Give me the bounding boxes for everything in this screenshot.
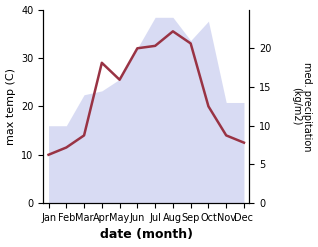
Y-axis label: max temp (C): max temp (C): [5, 68, 16, 145]
X-axis label: date (month): date (month): [100, 228, 193, 242]
Y-axis label: med. precipitation
(kg/m2): med. precipitation (kg/m2): [291, 62, 313, 151]
